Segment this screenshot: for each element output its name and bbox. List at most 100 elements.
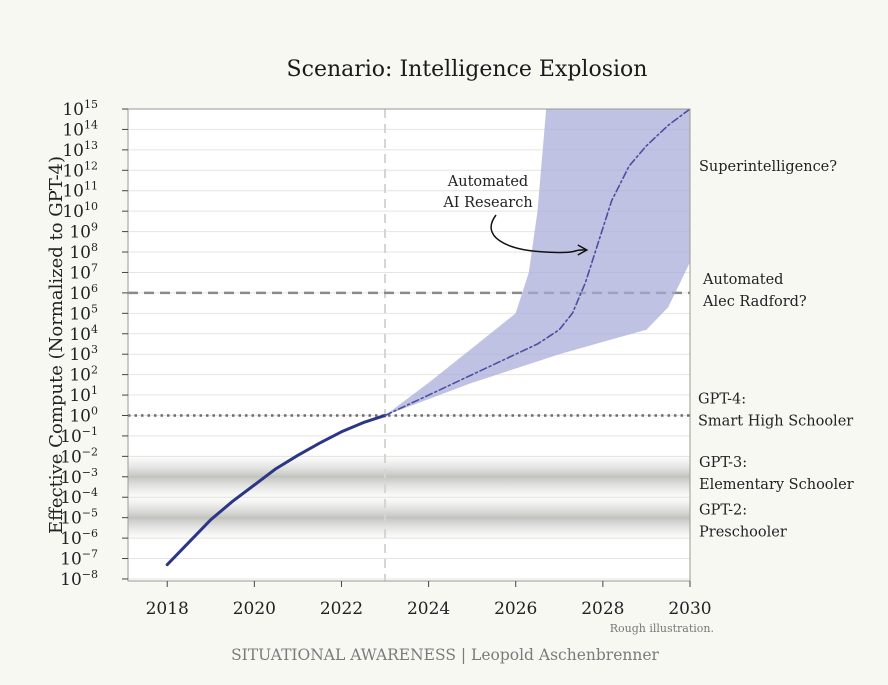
band-label-line: GPT-2: <box>699 503 747 519</box>
y-tick-exponent: −8 <box>82 568 98 581</box>
y-tick-exponent: 1 <box>91 384 98 397</box>
annotation-arrow <box>490 214 587 254</box>
y-tick-base: 10 <box>69 345 91 365</box>
y-tick-base: 10 <box>69 386 91 406</box>
y-tick-label: 105 <box>69 302 98 324</box>
y-tick-exponent: 3 <box>91 343 98 356</box>
y-tick-label: 1013 <box>62 139 98 161</box>
capability-band <box>128 454 690 499</box>
y-tick-exponent: −1 <box>82 425 98 438</box>
y-tick-label: 10−6 <box>60 527 98 549</box>
y-tick-base: 10 <box>62 100 84 120</box>
superintelligence-label-line: Superintelligence? <box>699 159 837 175</box>
y-tick-base: 10 <box>69 284 91 304</box>
y-tick-exponent: 2 <box>91 364 98 377</box>
band-label: GPT-3: Elementary Schooler <box>699 455 854 493</box>
y-tick-exponent: 6 <box>91 282 98 295</box>
x-tick-label: 2018 <box>146 599 189 619</box>
y-tick-base: 10 <box>60 447 82 467</box>
y-tick-label: 1014 <box>62 118 98 140</box>
annotation-text-line: AI Research <box>442 195 532 211</box>
y-tick-base: 10 <box>69 304 91 324</box>
y-tick-exponent: 7 <box>91 261 98 274</box>
reference-label: Automated Alec Radford? <box>702 272 807 310</box>
y-tick-base: 10 <box>60 427 82 447</box>
band-label-line: Preschooler <box>699 525 787 541</box>
y-tick-label: 108 <box>69 241 98 263</box>
band-label: GPT-2: Preschooler <box>699 503 787 541</box>
y-tick-base: 10 <box>69 366 91 386</box>
y-tick-exponent: 12 <box>84 159 98 172</box>
y-tick-exponent: 15 <box>84 98 98 111</box>
y-tick-label: 10−4 <box>60 486 98 508</box>
y-tick-base: 10 <box>62 141 84 161</box>
y-tick-label: 107 <box>69 261 98 283</box>
y-tick-base: 10 <box>69 406 91 426</box>
y-tick-label: 10−5 <box>60 507 98 529</box>
reference-label-line: Alec Radford? <box>702 294 807 310</box>
y-tick-label: 1012 <box>62 159 98 181</box>
y-tick-exponent: −4 <box>82 486 98 499</box>
reference-label: GPT-4: Smart High Schooler <box>698 391 853 429</box>
capability-band <box>128 495 690 540</box>
y-tick-base: 10 <box>69 325 91 345</box>
y-tick-exponent: −2 <box>82 445 98 458</box>
y-tick-exponent: 13 <box>84 139 98 152</box>
annotation-text-line: Automated <box>447 174 528 190</box>
y-tick-base: 10 <box>60 529 82 549</box>
y-tick-exponent: −6 <box>82 527 98 540</box>
y-tick-exponent: 14 <box>84 118 98 131</box>
y-tick-label: 10−8 <box>60 568 98 590</box>
historical-compute-line <box>165 414 387 567</box>
y-tick-base: 10 <box>60 488 82 508</box>
y-tick-exponent: −7 <box>82 548 98 561</box>
y-tick-exponent: 9 <box>91 221 98 234</box>
annotation-text: Automated AI Research <box>442 174 532 211</box>
y-tick-base: 10 <box>62 161 84 181</box>
y-tick-base: 10 <box>69 223 91 243</box>
y-tick-label: 100 <box>69 404 98 426</box>
y-tick-label: 104 <box>69 323 98 345</box>
x-tick-label: 2030 <box>668 599 711 619</box>
y-tick-exponent: −5 <box>82 507 98 520</box>
x-tick-label: 2024 <box>407 599 450 619</box>
reference-label-line: GPT-4: <box>698 391 746 407</box>
illustration-note: Rough illustration. <box>610 622 714 635</box>
y-tick-exponent: 10 <box>84 200 98 213</box>
annotation-arrowhead <box>577 244 589 256</box>
y-tick-label: 109 <box>69 221 98 243</box>
y-tick-label: 10−2 <box>60 445 98 467</box>
y-tick-label: 10−7 <box>60 548 98 570</box>
y-tick-exponent: 5 <box>91 302 98 315</box>
projected-compute-line <box>384 108 691 417</box>
uncertainty-band <box>385 109 690 416</box>
band-label-line: Elementary Schooler <box>699 477 854 493</box>
superintelligence-label: Superintelligence? <box>699 159 837 175</box>
y-tick-exponent: 0 <box>91 404 98 417</box>
chart-title: Scenario: Intelligence Explosion <box>287 57 648 82</box>
y-tick-base: 10 <box>60 570 82 590</box>
y-tick-label: 1011 <box>62 180 98 202</box>
y-tick-label: 103 <box>69 343 98 365</box>
plot-frame <box>127 108 691 582</box>
reference-label-line: Smart High Schooler <box>698 413 853 429</box>
y-tick-base: 10 <box>62 120 84 140</box>
y-tick-label: 10−3 <box>60 466 98 488</box>
y-tick-base: 10 <box>62 182 84 202</box>
y-tick-label: 106 <box>69 282 98 304</box>
y-tick-exponent: 11 <box>84 180 98 193</box>
y-tick-base: 10 <box>69 263 91 283</box>
footer-credit: SITUATIONAL AWARENESS | Leopold Aschenbr… <box>231 646 659 664</box>
reference-label-line: Automated <box>702 272 783 288</box>
x-tick-label: 2028 <box>581 599 624 619</box>
y-tick-exponent: 8 <box>91 241 98 254</box>
y-tick-label: 101 <box>69 384 98 406</box>
y-tick-label: 102 <box>69 364 98 386</box>
y-axis-label: Effective Compute (Normalized to GPT-4) <box>46 156 67 534</box>
y-tick-exponent: 4 <box>91 323 98 336</box>
x-tick-label: 2026 <box>494 599 537 619</box>
y-tick-label: 10−1 <box>60 425 98 447</box>
y-tick-base: 10 <box>69 243 91 263</box>
